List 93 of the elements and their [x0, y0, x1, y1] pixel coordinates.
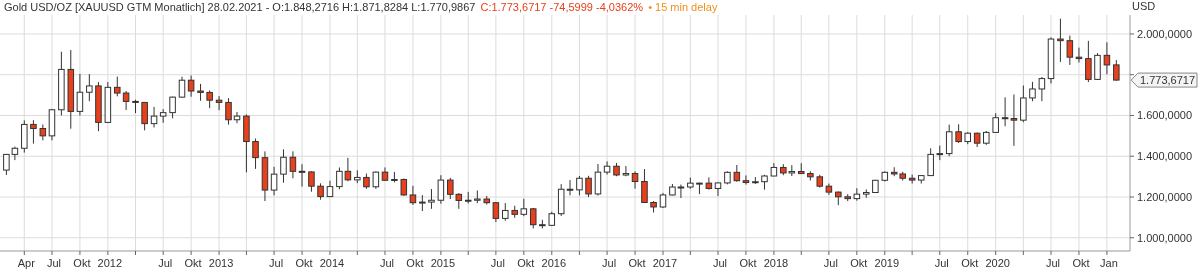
candlestick: [270, 166, 278, 196]
candlestick: [298, 163, 306, 188]
x-tick-label: Okt: [850, 257, 868, 269]
candlestick: [1038, 76, 1046, 102]
candlestick: [594, 163, 602, 197]
x-tick-label: 2015: [430, 257, 456, 269]
candlestick: [1029, 81, 1036, 102]
candlestick: [705, 176, 713, 191]
candlestick: [308, 170, 315, 193]
y-tick-label: 1.600,0000: [1137, 109, 1193, 122]
chart-title: Gold USD/OZ [XAUUSD GTM Monatlich] 28.02.2021 - O:1.848,2716 H:1.871,8284 L:1.770,9867: [4, 1, 476, 13]
text: • 15 min delay: [648, 1, 718, 13]
candlestick: [908, 174, 916, 185]
y-tick-label: 1.000,0000: [1137, 231, 1193, 244]
x-tick-label: Jul: [379, 257, 394, 269]
x-tick-label: Jul: [823, 257, 838, 269]
candlestick: [1066, 35, 1074, 66]
x-tick-label: Okt: [73, 257, 91, 269]
candlestick: [114, 76, 121, 97]
x-tick-label: Jul: [602, 257, 617, 269]
candlestick: [225, 97, 232, 126]
candlestick: [409, 185, 417, 206]
candlestick: [169, 96, 176, 119]
x-tick-label: Okt: [406, 257, 424, 269]
candlestick: [945, 124, 953, 157]
candlestick: [21, 119, 28, 154]
x-tick-label: Jul: [1045, 257, 1061, 269]
text: 1.773,6717: [1140, 74, 1196, 87]
candlestick: [1020, 85, 1027, 123]
x-tick-label: 2016: [541, 257, 567, 269]
candlestick: [122, 90, 130, 111]
x-tick-label: Jul: [712, 257, 728, 269]
candlestick: [927, 147, 934, 177]
candlestick: [641, 168, 648, 204]
candlestick: [955, 123, 962, 144]
candlestick: [576, 175, 583, 196]
candlestick: [289, 150, 297, 179]
x-tick-label: Okt: [739, 257, 757, 269]
y-tick-label: 1.200,0000: [1137, 190, 1193, 203]
chart-subtitle: C:1.773,6717 -74,5999 -4,0362%: [480, 1, 644, 13]
candlestick: [86, 73, 93, 102]
candlestick: [1010, 93, 1018, 147]
candlestick: [437, 174, 445, 205]
candlestick: [428, 188, 435, 210]
candlestick: [631, 170, 639, 190]
candlestick: [1057, 18, 1064, 63]
x-tick-label: Okt: [1072, 257, 1090, 269]
y-tick-label: 2.000,0000: [1137, 27, 1193, 40]
x-tick-label: Okt: [961, 257, 979, 269]
y-axis-title: USD: [1132, 0, 1156, 12]
x-tick-label: 2019: [874, 257, 900, 269]
x-tick-label: 2020: [985, 257, 1010, 269]
candlestick: [1001, 96, 1009, 127]
x-tick-label: Okt: [628, 257, 646, 269]
y-tick-label: 1.400,0000: [1137, 150, 1193, 163]
x-tick-label: Jul: [46, 257, 61, 269]
candlestick: [280, 148, 287, 184]
candlestick: [252, 138, 259, 170]
candlestick: [215, 95, 223, 111]
candlestick: [233, 111, 241, 124]
x-tick-label: Jul: [269, 257, 284, 269]
candlestick: [76, 73, 84, 116]
candlestick: [178, 76, 186, 99]
x-tick-label: 2012: [97, 257, 123, 269]
x-tick-label: Jul: [158, 257, 173, 269]
candlestick: [492, 201, 500, 223]
candlestick: [677, 184, 685, 199]
x-tick-label: 2018: [763, 257, 789, 269]
x-tick-label: Okt: [184, 257, 202, 269]
candlestick: [1103, 41, 1111, 75]
x-tick-label: Jan: [1100, 257, 1118, 269]
candlestick: [141, 101, 148, 131]
x-tick-label: 2014: [319, 257, 345, 269]
candlestick: [30, 119, 37, 145]
candlestick: [622, 165, 630, 177]
candlestick: [742, 174, 750, 186]
candlestick: [1085, 40, 1092, 83]
x-tick-label: Jul: [490, 257, 505, 269]
x-tick-label: Okt: [295, 257, 313, 269]
candlestick: [603, 160, 611, 176]
x-tick-label: Okt: [517, 257, 535, 269]
x-tick-label: Jul: [934, 257, 949, 269]
candlestick: [150, 106, 158, 128]
x-tick-label: 2017: [652, 257, 678, 269]
candlestick: [529, 207, 537, 229]
x-tick-label: 2013: [208, 257, 234, 269]
candlestick: [566, 179, 574, 196]
candlestick: [992, 112, 999, 133]
candlestick: [585, 175, 592, 198]
candlestick: [714, 181, 722, 197]
candlestick: [187, 75, 195, 98]
candlestick: [1113, 59, 1120, 82]
x-tick-label: Apr: [17, 257, 36, 269]
